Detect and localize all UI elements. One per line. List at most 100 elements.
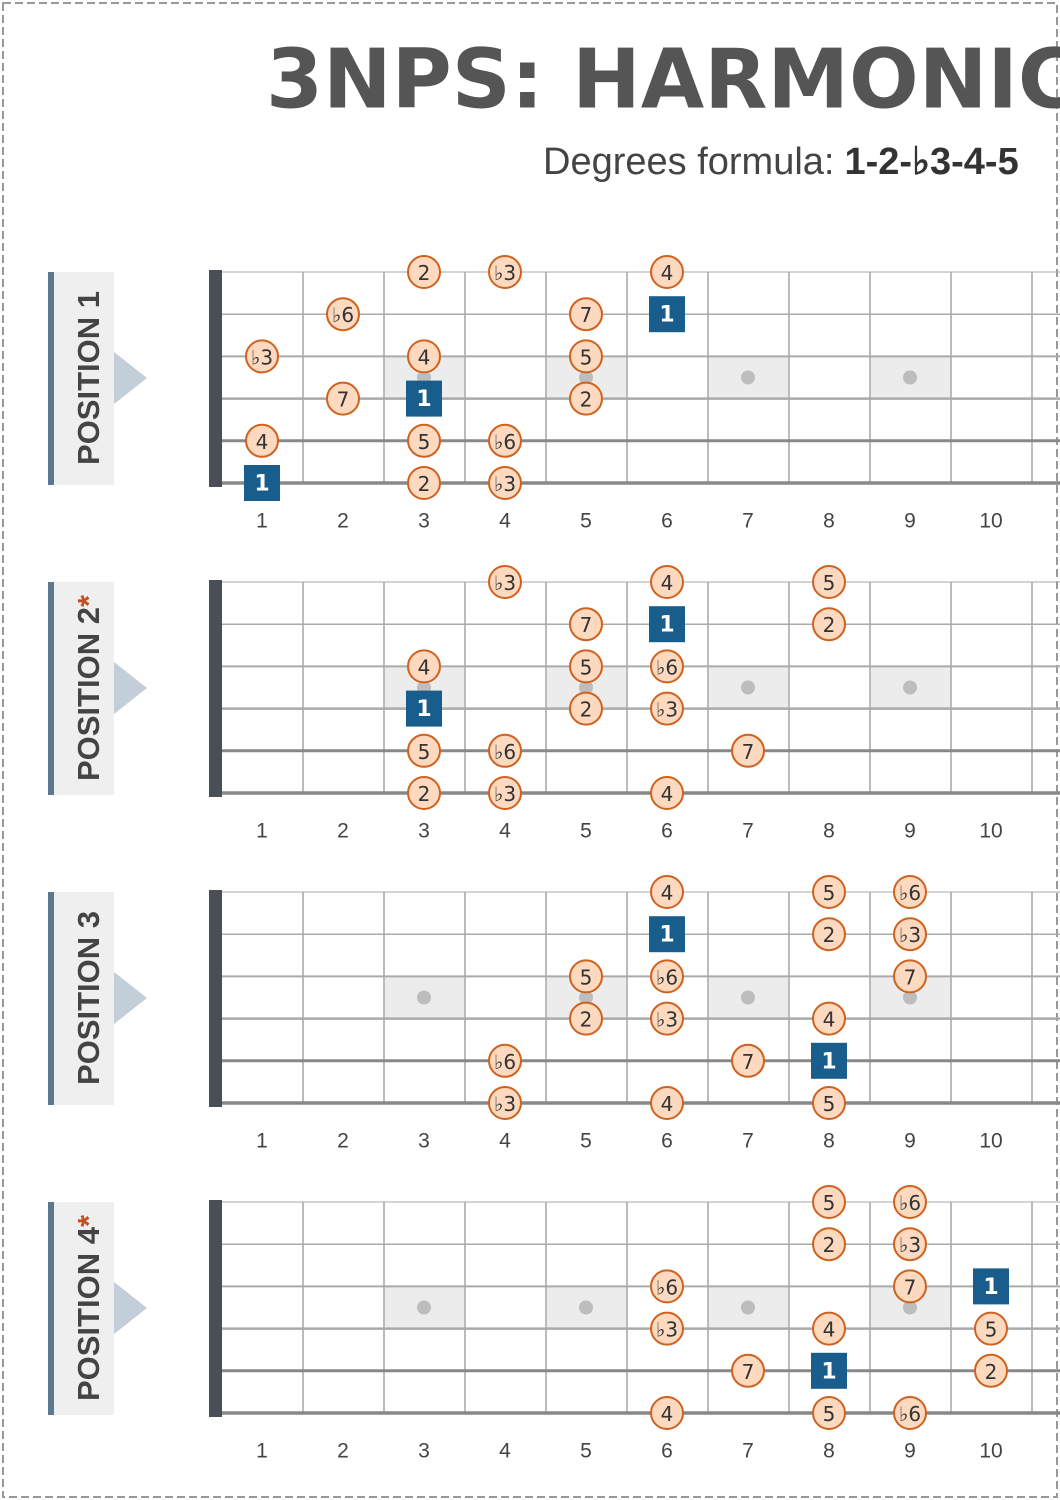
position-label-text: POSITION 2 xyxy=(71,607,106,781)
position-arrow xyxy=(114,662,147,714)
note-label: 2 xyxy=(985,1360,998,1384)
inlay-dot xyxy=(903,680,917,695)
note-label: 4 xyxy=(256,430,269,454)
note xyxy=(326,297,360,332)
root-note-label: 1 xyxy=(659,303,674,328)
fret-number: 9 xyxy=(904,510,916,533)
nut xyxy=(209,270,222,487)
inlay-dot xyxy=(579,1300,593,1315)
root-note xyxy=(973,1268,1009,1305)
note-label: 7 xyxy=(580,613,593,637)
note xyxy=(812,1185,846,1219)
note xyxy=(650,1396,684,1430)
note xyxy=(245,339,279,374)
position-tab-bar xyxy=(48,1202,54,1415)
note-label: ♭6 xyxy=(899,1191,921,1215)
fret-number: 1 xyxy=(256,1130,268,1153)
fret-number: 8 xyxy=(823,820,835,843)
note-label: 2 xyxy=(580,698,593,722)
note xyxy=(650,1086,684,1120)
note-label: ♭6 xyxy=(656,1275,678,1299)
note xyxy=(407,649,441,684)
note-label: ♭3 xyxy=(494,782,516,806)
note xyxy=(488,565,522,599)
inlay-dot xyxy=(579,680,593,695)
note xyxy=(812,1227,846,1262)
inlay-dot xyxy=(417,1300,431,1315)
note xyxy=(812,917,846,952)
inlay-dot xyxy=(579,370,593,385)
note xyxy=(488,1086,522,1120)
note-label: 5 xyxy=(823,881,836,905)
note-label: ♭6 xyxy=(332,303,354,327)
note-label: ♭6 xyxy=(899,1402,921,1426)
fret-number: 5 xyxy=(580,510,592,533)
formula-degree: ♭3 xyxy=(912,141,951,183)
note-label: ♭3 xyxy=(899,1233,921,1257)
root-note-label: 1 xyxy=(821,1049,836,1074)
note-label: 7 xyxy=(742,1050,755,1074)
note xyxy=(731,733,765,768)
fret-number: 8 xyxy=(823,510,835,533)
note xyxy=(650,649,684,684)
fret-number: 5 xyxy=(580,1440,592,1463)
root-note-label: 1 xyxy=(416,387,431,412)
note xyxy=(812,1396,846,1430)
note-label: 5 xyxy=(823,1402,836,1426)
subtitle: Degrees formula: 1-2-♭3-4-5 xyxy=(543,141,1019,183)
fret-number: 6 xyxy=(661,1130,673,1153)
note xyxy=(569,381,603,416)
position-label: POSITION 3 xyxy=(71,911,106,1085)
note-label: 4 xyxy=(661,1402,674,1426)
fret-number: 7 xyxy=(742,510,754,533)
note xyxy=(569,297,603,332)
note xyxy=(893,1185,927,1219)
root-note xyxy=(811,1042,847,1079)
note xyxy=(488,1043,522,1078)
nut xyxy=(209,890,222,1107)
root-note xyxy=(649,916,685,953)
nut xyxy=(209,1200,222,1417)
note-label: ♭3 xyxy=(494,261,516,285)
note-label: 5 xyxy=(580,345,593,369)
fret-number: 7 xyxy=(742,820,754,843)
note-label: 7 xyxy=(742,740,755,764)
fret-number: 2 xyxy=(337,1130,349,1153)
note-label: 5 xyxy=(418,740,431,764)
nut xyxy=(209,580,222,797)
root-note xyxy=(649,296,685,333)
inlay-dot xyxy=(741,680,755,695)
note xyxy=(245,423,279,458)
position-label: POSITION 1 xyxy=(71,291,106,465)
root-note xyxy=(244,465,280,501)
fret-number: 6 xyxy=(661,1440,673,1463)
fret-number: 7 xyxy=(742,1440,754,1463)
note xyxy=(569,339,603,374)
note xyxy=(569,959,603,994)
formula-degree: 4 xyxy=(964,141,985,183)
fret-number: 5 xyxy=(580,820,592,843)
note xyxy=(974,1353,1008,1388)
note-label: 5 xyxy=(580,655,593,679)
fret-number: 9 xyxy=(904,820,916,843)
note xyxy=(893,959,927,994)
note-label: 2 xyxy=(580,1008,593,1032)
inlay-dot xyxy=(579,990,593,1005)
note xyxy=(407,466,441,500)
fret-number: 1 xyxy=(256,510,268,533)
note-label: ♭3 xyxy=(899,923,921,947)
note xyxy=(650,875,684,909)
note-label: 4 xyxy=(661,1092,674,1116)
position-arrow xyxy=(114,972,147,1024)
fret-number: 3 xyxy=(418,820,430,843)
note-label: ♭6 xyxy=(494,740,516,764)
note-label: 2 xyxy=(580,388,593,412)
note-label: 5 xyxy=(418,430,431,454)
note-label: ♭6 xyxy=(494,430,516,454)
note-label: 2 xyxy=(418,472,431,496)
note-label: ♭3 xyxy=(656,698,678,722)
note xyxy=(812,1001,846,1036)
position-label: POSITION 2* xyxy=(71,594,106,781)
position-arrow xyxy=(114,352,147,404)
